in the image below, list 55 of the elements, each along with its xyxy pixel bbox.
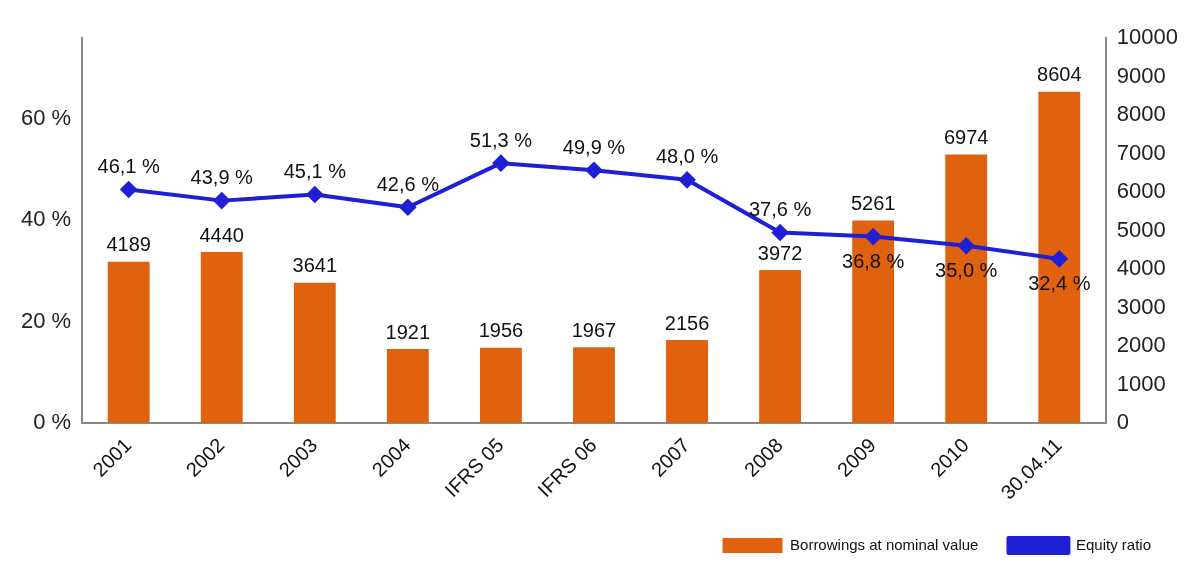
point (492, 155, 509, 172)
y2-tick-label: 10000 (1116, 24, 1179, 50)
data-label: 49,9 % (562, 135, 626, 158)
data-label: 3641 (292, 254, 338, 277)
data-label: 45,1 % (283, 160, 347, 183)
point (213, 192, 230, 209)
point (306, 186, 323, 203)
point (772, 224, 789, 241)
y2-tick-label: 2000 (1116, 332, 1166, 358)
data-label: 37,6 % (748, 198, 812, 221)
bar (666, 340, 708, 424)
bar (759, 270, 802, 424)
y2-tick-label: 4000 (1116, 255, 1166, 281)
point (120, 181, 137, 198)
y-tick-label: 60 % (20, 105, 72, 131)
data-label: 42,6 % (376, 172, 440, 195)
y2-tick-label: 3000 (1116, 293, 1166, 319)
data-label: 43,9 % (190, 166, 254, 189)
data-label: 2156 (664, 311, 710, 334)
y2-tick-label: 5000 (1116, 216, 1166, 242)
y2-tick-label: 7000 (1116, 139, 1166, 165)
data-label: 3972 (757, 241, 803, 264)
y-tick-label: 40 % (20, 206, 72, 232)
point (958, 237, 975, 254)
data-label: 4189 (106, 233, 151, 256)
y-tick-label: 20 % (20, 307, 72, 333)
legend-label: Borrowings at nominal value (790, 535, 979, 553)
y2-tick-label: 8000 (1116, 101, 1166, 127)
point (679, 171, 696, 188)
data-label: 8604 (1037, 63, 1082, 86)
data-label: 6974 (943, 126, 989, 149)
point (1051, 250, 1068, 267)
point (585, 162, 602, 179)
bar (107, 261, 150, 424)
data-label: 46,1 % (97, 154, 161, 177)
bar (479, 347, 522, 424)
legend-label: Equity ratio (1075, 535, 1152, 553)
data-label: 5261 (850, 191, 896, 214)
data-label: 51,3 % (469, 128, 533, 151)
y2-tick-label: 6000 (1116, 178, 1166, 204)
data-label: 1921 (385, 320, 431, 343)
y2-tick-label: 0 (1116, 409, 1130, 435)
bar (200, 252, 243, 424)
data-label: 48,0 % (655, 145, 719, 168)
point (865, 228, 882, 245)
data-label: 1956 (478, 319, 524, 342)
bar (386, 349, 429, 424)
point (399, 199, 416, 216)
bar (293, 282, 336, 424)
y-tick-label: 0 % (33, 409, 72, 435)
bar (573, 347, 615, 424)
data-label: 4440 (199, 223, 244, 246)
data-label: 1967 (571, 318, 617, 341)
y2-tick-label: 9000 (1116, 62, 1166, 88)
y2-tick-label: 1000 (1116, 370, 1166, 396)
